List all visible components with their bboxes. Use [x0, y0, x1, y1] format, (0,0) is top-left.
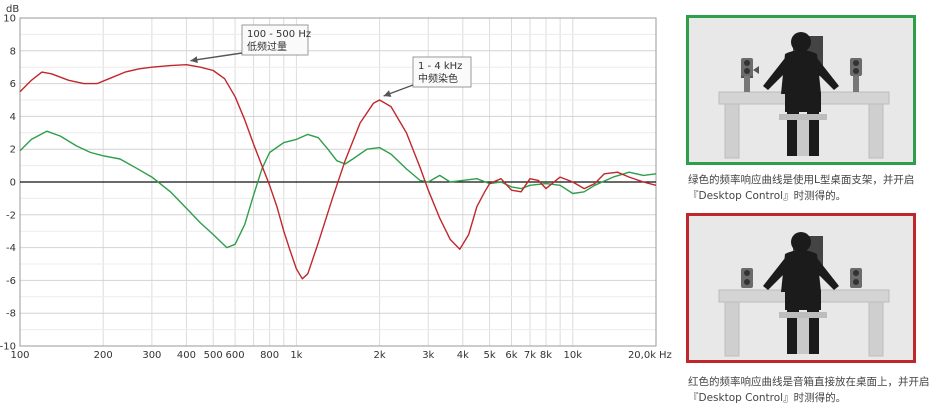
green-caption-line2: 『Desktop Control』时测得的。	[688, 190, 847, 202]
y-tick-label: -2	[6, 210, 16, 221]
x-tick-label: 100	[10, 350, 29, 361]
y-tick-label: 2	[10, 145, 16, 156]
x-tick-label: 7k	[524, 350, 536, 361]
red-caption: 红色的频率响应曲线是音箱直接放在桌面上，并开启 『Desktop Control…	[688, 374, 929, 406]
x-tick-label: 200	[94, 350, 113, 361]
chart-tick-labels: 10 8 6 4 2 0 -2 -4 -6 -8 -10 dB 100 200 300 400 500 600 80…	[0, 4, 672, 361]
annotation-subtitle: 低频过量	[247, 40, 287, 53]
x-tick-label: 2k	[374, 350, 386, 361]
annotation-title: 1 - 4 kHz	[418, 61, 462, 72]
annotation-arrow	[190, 52, 243, 62]
x-tick-label: 20,0k	[628, 350, 656, 361]
y-tick-label: 6	[10, 79, 16, 90]
y-tick-label: 4	[10, 112, 16, 123]
x-tick-label: 400	[177, 350, 196, 361]
x-tick-label: 500	[204, 350, 223, 361]
green-setup-illustration	[686, 15, 916, 165]
y-tick-label: -6	[6, 276, 16, 287]
series-line-0	[19, 130, 657, 249]
y-tick-label: 8	[10, 46, 16, 57]
annotation-box	[412, 56, 472, 88]
red-caption-line2: 『Desktop Control』时测得的。	[688, 392, 847, 404]
x-tick-label: 600	[226, 350, 245, 361]
x-tick-label: 300	[142, 350, 161, 361]
desktop-placement-illustration	[689, 216, 913, 360]
y-tick-label: 10	[3, 14, 16, 25]
x-tick-label: 1k	[290, 350, 302, 361]
desk-stand-illustration	[689, 18, 913, 162]
x-tick-label: 5k	[484, 350, 496, 361]
chart-series	[19, 64, 657, 280]
red-setup-illustration	[686, 213, 916, 363]
annotation-arrowhead	[190, 56, 198, 64]
annotation-arrowhead	[383, 90, 392, 97]
x-tick-label: 4k	[457, 350, 469, 361]
green-caption: 绿色的频率响应曲线是使用L型桌面支架，并开启 『Desktop Control』…	[688, 172, 928, 204]
x-tick-label: 10k	[564, 350, 583, 361]
x-axis-unit: Hz	[659, 350, 672, 361]
annotation-title: 100 - 500 Hz	[247, 29, 311, 40]
series-line-1	[19, 64, 657, 280]
red-caption-line1: 红色的频率响应曲线是音箱直接放在桌面上，并开启	[688, 376, 929, 388]
x-tick-label: 6k	[505, 350, 517, 361]
y-axis-label: dB	[6, 4, 19, 15]
green-caption-line1: 绿色的频率响应曲线是使用L型桌面支架，并开启	[688, 174, 915, 186]
x-tick-label: 8k	[540, 350, 552, 361]
y-tick-label: -10	[0, 342, 16, 353]
x-tick-label: 800	[260, 350, 279, 361]
y-tick-label: 0	[10, 178, 16, 189]
x-tick-label: 3k	[422, 350, 434, 361]
y-tick-label: -4	[6, 243, 16, 254]
annotation-subtitle: 中频染色	[418, 72, 458, 85]
y-tick-label: -8	[6, 309, 16, 320]
annotation-box	[241, 24, 309, 56]
frequency-response-chart: 10 8 6 4 2 0 -2 -4 -6 -8 -10 dB 100 200 300 400 500 600 80…	[0, 4, 672, 361]
